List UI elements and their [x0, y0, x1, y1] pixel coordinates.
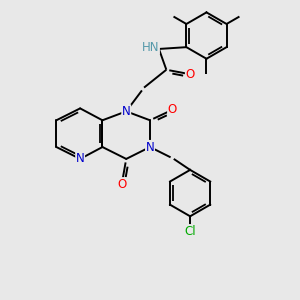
- Text: HN: HN: [142, 41, 159, 54]
- Text: O: O: [168, 103, 177, 116]
- Text: N: N: [122, 105, 130, 118]
- Text: O: O: [117, 178, 126, 191]
- Text: Cl: Cl: [184, 225, 196, 238]
- Text: N: N: [146, 140, 154, 154]
- Text: O: O: [185, 68, 195, 81]
- Text: N: N: [76, 152, 85, 165]
